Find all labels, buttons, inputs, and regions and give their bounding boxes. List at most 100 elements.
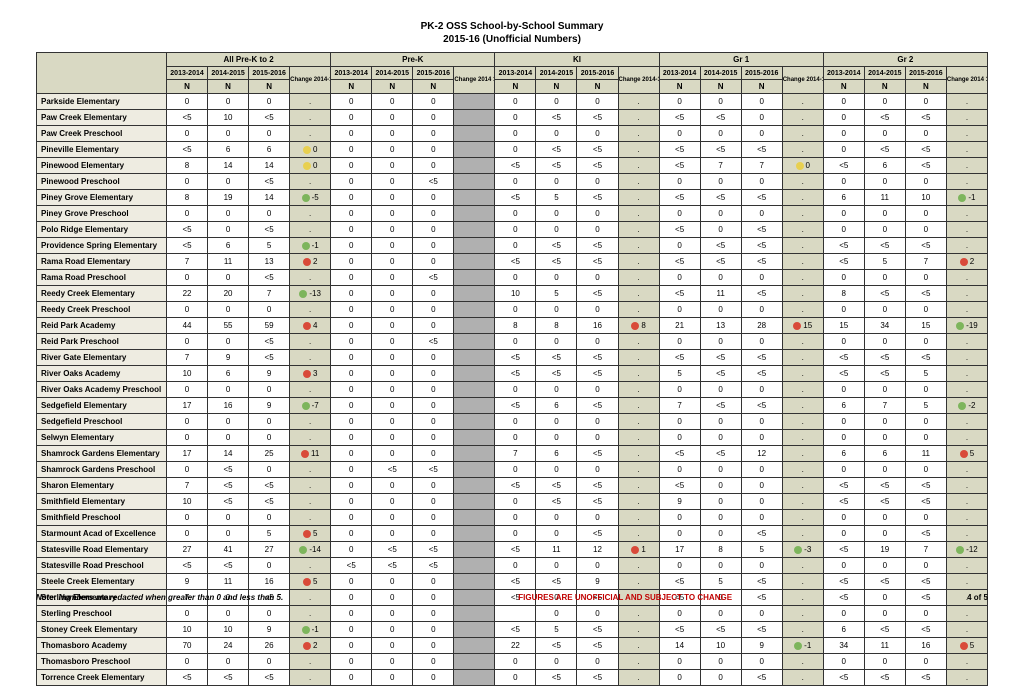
change-cell: . bbox=[290, 302, 331, 318]
change-cell: 2 bbox=[946, 254, 987, 270]
change-cell: . bbox=[946, 558, 987, 574]
data-cell: 0 bbox=[495, 462, 536, 478]
data-cell: 5 bbox=[700, 574, 741, 590]
data-cell: <5 bbox=[864, 286, 905, 302]
data-cell: 0 bbox=[659, 430, 700, 446]
data-cell: 0 bbox=[413, 126, 454, 142]
change-cell: -7 bbox=[290, 398, 331, 414]
data-cell: <5 bbox=[659, 478, 700, 494]
school-name: Pinewood Elementary bbox=[37, 158, 167, 174]
change-cell: . bbox=[618, 238, 659, 254]
data-cell: 0 bbox=[372, 206, 413, 222]
change-cell bbox=[454, 254, 495, 270]
data-cell: 0 bbox=[741, 462, 782, 478]
data-cell: 0 bbox=[331, 206, 372, 222]
school-name: Providence Spring Elementary bbox=[37, 238, 167, 254]
data-cell: 0 bbox=[167, 430, 208, 446]
data-cell: 10 bbox=[905, 190, 946, 206]
data-cell: 0 bbox=[372, 286, 413, 302]
data-cell: 0 bbox=[331, 462, 372, 478]
data-cell: 0 bbox=[741, 510, 782, 526]
data-cell: 0 bbox=[577, 462, 618, 478]
data-cell: 0 bbox=[331, 366, 372, 382]
data-cell: 5 bbox=[905, 366, 946, 382]
change-cell: . bbox=[782, 430, 823, 446]
data-cell: <5 bbox=[700, 254, 741, 270]
change-cell: . bbox=[290, 334, 331, 350]
change-dot-icon bbox=[958, 402, 966, 410]
data-cell: 0 bbox=[864, 510, 905, 526]
data-cell: <5 bbox=[864, 350, 905, 366]
change-cell: . bbox=[618, 526, 659, 542]
data-cell: 0 bbox=[413, 654, 454, 670]
change-cell: . bbox=[618, 494, 659, 510]
data-cell: <5 bbox=[577, 670, 618, 686]
data-cell: 0 bbox=[331, 478, 372, 494]
data-cell: <5 bbox=[905, 494, 946, 510]
data-cell: <5 bbox=[823, 350, 864, 366]
data-cell: 13 bbox=[700, 318, 741, 334]
data-cell: 0 bbox=[413, 478, 454, 494]
school-name: Shamrock Gardens Elementary bbox=[37, 446, 167, 462]
change-cell: -13 bbox=[290, 286, 331, 302]
change-cell: -1 bbox=[290, 622, 331, 638]
school-name: Thomasboro Academy bbox=[37, 638, 167, 654]
data-cell: 0 bbox=[536, 510, 577, 526]
change-cell bbox=[454, 430, 495, 446]
data-cell: 0 bbox=[864, 334, 905, 350]
change-cell: . bbox=[946, 670, 987, 686]
data-cell: <5 bbox=[741, 238, 782, 254]
school-name: Rama Road Preschool bbox=[37, 270, 167, 286]
change-cell: . bbox=[618, 254, 659, 270]
data-cell: 22 bbox=[495, 638, 536, 654]
data-cell: 0 bbox=[536, 382, 577, 398]
data-cell: 0 bbox=[413, 526, 454, 542]
data-cell: 6 bbox=[208, 366, 249, 382]
data-cell: 13 bbox=[249, 254, 290, 270]
change-cell: . bbox=[946, 654, 987, 670]
data-cell: 0 bbox=[495, 526, 536, 542]
change-cell: . bbox=[618, 574, 659, 590]
data-cell: 0 bbox=[249, 430, 290, 446]
data-cell: <5 bbox=[577, 286, 618, 302]
data-cell: 0 bbox=[741, 494, 782, 510]
school-name: Steele Creek Elementary bbox=[37, 574, 167, 590]
change-cell: . bbox=[290, 110, 331, 126]
change-dot-icon bbox=[303, 530, 311, 538]
data-cell: 0 bbox=[659, 270, 700, 286]
data-cell: 0 bbox=[372, 254, 413, 270]
data-cell: <5 bbox=[495, 366, 536, 382]
data-cell: 0 bbox=[413, 254, 454, 270]
change-cell: . bbox=[782, 510, 823, 526]
data-cell: 0 bbox=[864, 126, 905, 142]
data-cell: 0 bbox=[372, 318, 413, 334]
data-cell: <5 bbox=[577, 622, 618, 638]
data-cell: 6 bbox=[536, 398, 577, 414]
data-cell: <5 bbox=[905, 350, 946, 366]
data-cell: 0 bbox=[167, 174, 208, 190]
change-cell: . bbox=[290, 270, 331, 286]
data-cell: <5 bbox=[208, 670, 249, 686]
change-cell: . bbox=[782, 142, 823, 158]
table-row: Shamrock Gardens Preschool0<50.0<5<5000.… bbox=[37, 462, 988, 478]
data-cell: 0 bbox=[413, 94, 454, 110]
year-header: 2013-2014 bbox=[167, 67, 208, 80]
data-cell: 0 bbox=[372, 366, 413, 382]
data-cell: 0 bbox=[331, 574, 372, 590]
year-header: 2014-2015 bbox=[208, 67, 249, 80]
data-cell: 0 bbox=[331, 510, 372, 526]
data-cell: 10 bbox=[208, 110, 249, 126]
data-cell: 14 bbox=[249, 158, 290, 174]
data-cell: 0 bbox=[413, 142, 454, 158]
data-cell: 0 bbox=[167, 334, 208, 350]
change-cell: . bbox=[290, 430, 331, 446]
data-cell: 6 bbox=[823, 398, 864, 414]
change-cell: -3 bbox=[782, 542, 823, 558]
data-cell: 9 bbox=[659, 494, 700, 510]
data-cell: 0 bbox=[413, 494, 454, 510]
change-cell: 2 bbox=[290, 638, 331, 654]
data-cell: 70 bbox=[167, 638, 208, 654]
data-cell: 0 bbox=[700, 430, 741, 446]
data-cell: 0 bbox=[413, 366, 454, 382]
data-cell: <5 bbox=[536, 366, 577, 382]
